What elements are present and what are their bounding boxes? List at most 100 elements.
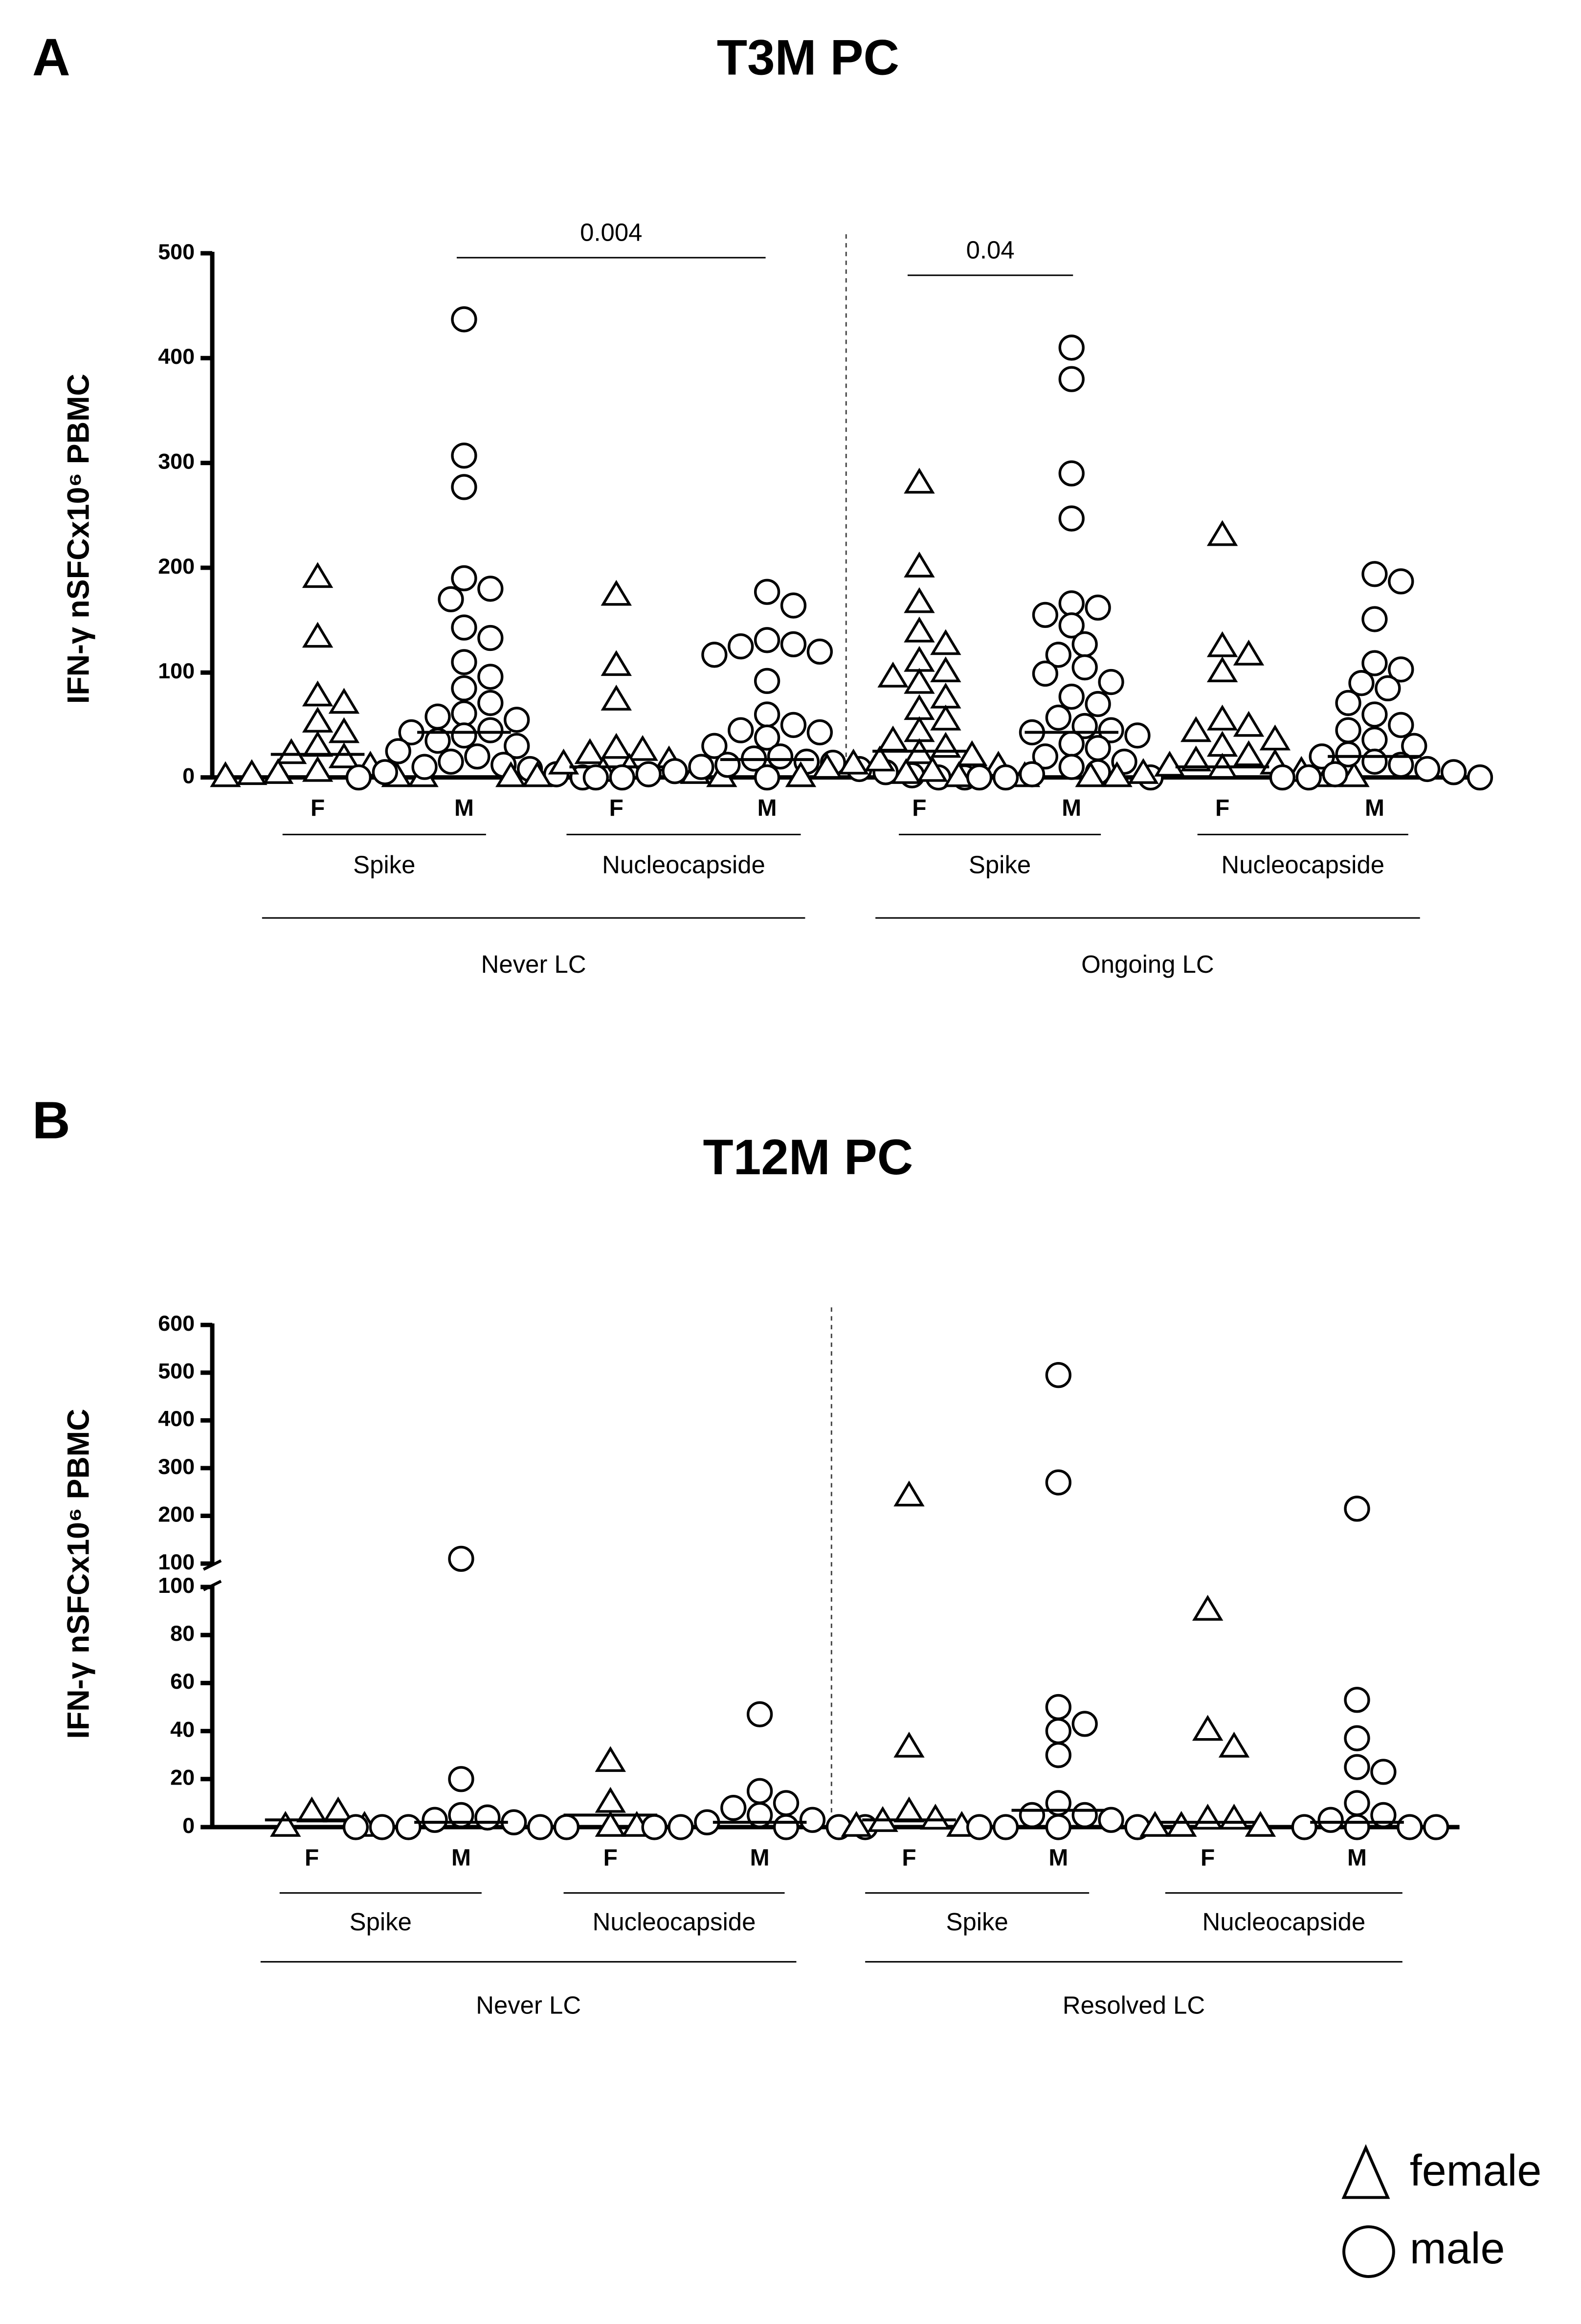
- data-point: [422, 1807, 448, 1833]
- data-point: [1335, 690, 1361, 716]
- y-tick-label: 100: [158, 1573, 195, 1598]
- category-label: F: [311, 795, 325, 821]
- data-point: [917, 756, 948, 782]
- data-point: [451, 700, 477, 727]
- y-tick-label: 100: [158, 1549, 195, 1574]
- y-tick-label: 600: [158, 1311, 195, 1336]
- data-point: [754, 701, 780, 728]
- data-point: [464, 743, 490, 770]
- data-point: [1206, 631, 1238, 657]
- group-label: Spike: [350, 1908, 412, 1936]
- data-point: [1058, 683, 1085, 710]
- chart-title: T12M PC: [703, 1129, 913, 1185]
- data-point: [780, 592, 807, 619]
- data-point: [1058, 335, 1085, 361]
- data-point: [1192, 1804, 1224, 1830]
- data-point: [451, 442, 477, 469]
- data-point: [1233, 711, 1265, 737]
- y-tick-label: 0: [182, 763, 195, 788]
- data-point: [451, 474, 477, 500]
- data-point: [1139, 1810, 1171, 1837]
- data-point: [1269, 764, 1295, 791]
- data-point: [1291, 1814, 1317, 1840]
- data-point: [582, 764, 609, 791]
- legend-marker: [1341, 2144, 1390, 2199]
- data-point: [477, 664, 504, 690]
- data-point: [1098, 717, 1124, 743]
- legend-marker: [1342, 2225, 1395, 2278]
- data-point: [1032, 743, 1059, 770]
- category-label: M: [1347, 1845, 1367, 1871]
- p-value: 0.04: [966, 236, 1015, 264]
- data-point: [1317, 1807, 1344, 1833]
- data-point: [553, 1814, 580, 1840]
- data-point: [1414, 756, 1441, 782]
- group-label: Nucleocapside: [593, 1908, 756, 1936]
- data-point: [877, 661, 909, 688]
- data-point: [1192, 1715, 1224, 1741]
- data-point: [1058, 731, 1085, 757]
- data-point: [780, 712, 807, 738]
- data-point: [1075, 761, 1106, 787]
- data-point: [992, 764, 1019, 791]
- y-tick-label: 500: [158, 1359, 195, 1384]
- data-point: [1344, 1754, 1370, 1780]
- category-label: F: [912, 795, 926, 821]
- data-point: [754, 724, 780, 751]
- data-point: [424, 703, 451, 730]
- data-point: [1071, 1802, 1098, 1829]
- data-point: [345, 764, 372, 791]
- data-point: [1322, 761, 1348, 787]
- data-point: [891, 758, 922, 784]
- y-axis-label: IFN-γ nSFCx10⁶ PBMC: [61, 1409, 95, 1739]
- data-point: [930, 732, 961, 758]
- data-point: [1397, 1814, 1423, 1840]
- data-point: [1344, 1814, 1370, 1840]
- data-point: [1335, 741, 1361, 768]
- y-tick-label: 200: [158, 1501, 195, 1526]
- data-point: [1019, 1802, 1046, 1829]
- data-point: [504, 707, 530, 733]
- data-point: [342, 1814, 369, 1840]
- data-point: [930, 704, 961, 731]
- data-point: [1085, 594, 1111, 621]
- data-point: [1085, 691, 1111, 717]
- y-tick-label: 100: [158, 658, 195, 683]
- data-point: [904, 587, 935, 613]
- data-point: [595, 1810, 626, 1837]
- category-label: F: [1201, 1845, 1215, 1871]
- supergroup-label: Never LC: [476, 1991, 581, 2019]
- category-label: M: [1365, 795, 1384, 821]
- data-point: [1206, 520, 1238, 546]
- data-point: [1206, 656, 1238, 683]
- data-point: [451, 675, 477, 702]
- supergroup-label: Never LC: [481, 950, 586, 978]
- y-tick-label: 300: [158, 1454, 195, 1479]
- y-tick-label: 20: [170, 1765, 195, 1790]
- data-point: [601, 580, 632, 606]
- data-point: [668, 1814, 694, 1840]
- data-point: [1335, 717, 1361, 743]
- data-point: [904, 551, 935, 578]
- data-point: [1388, 752, 1414, 778]
- data-point: [930, 656, 961, 683]
- y-tick-label: 0: [182, 1813, 195, 1838]
- group-label: Spike: [946, 1908, 1008, 1936]
- data-point: [1058, 505, 1085, 532]
- data-point: [477, 625, 504, 651]
- data-point: [641, 1814, 668, 1840]
- data-point: [785, 761, 817, 787]
- data-point: [210, 761, 241, 787]
- data-point: [1058, 754, 1085, 780]
- data-point: [662, 758, 688, 784]
- data-point: [1032, 602, 1059, 628]
- data-point: [1344, 1496, 1370, 1522]
- category-label: M: [454, 795, 474, 821]
- data-point: [754, 627, 780, 653]
- data-point: [504, 733, 530, 759]
- data-point: [1375, 675, 1401, 702]
- data-point: [904, 468, 935, 494]
- data-point: [904, 694, 935, 720]
- data-point: [773, 1814, 800, 1840]
